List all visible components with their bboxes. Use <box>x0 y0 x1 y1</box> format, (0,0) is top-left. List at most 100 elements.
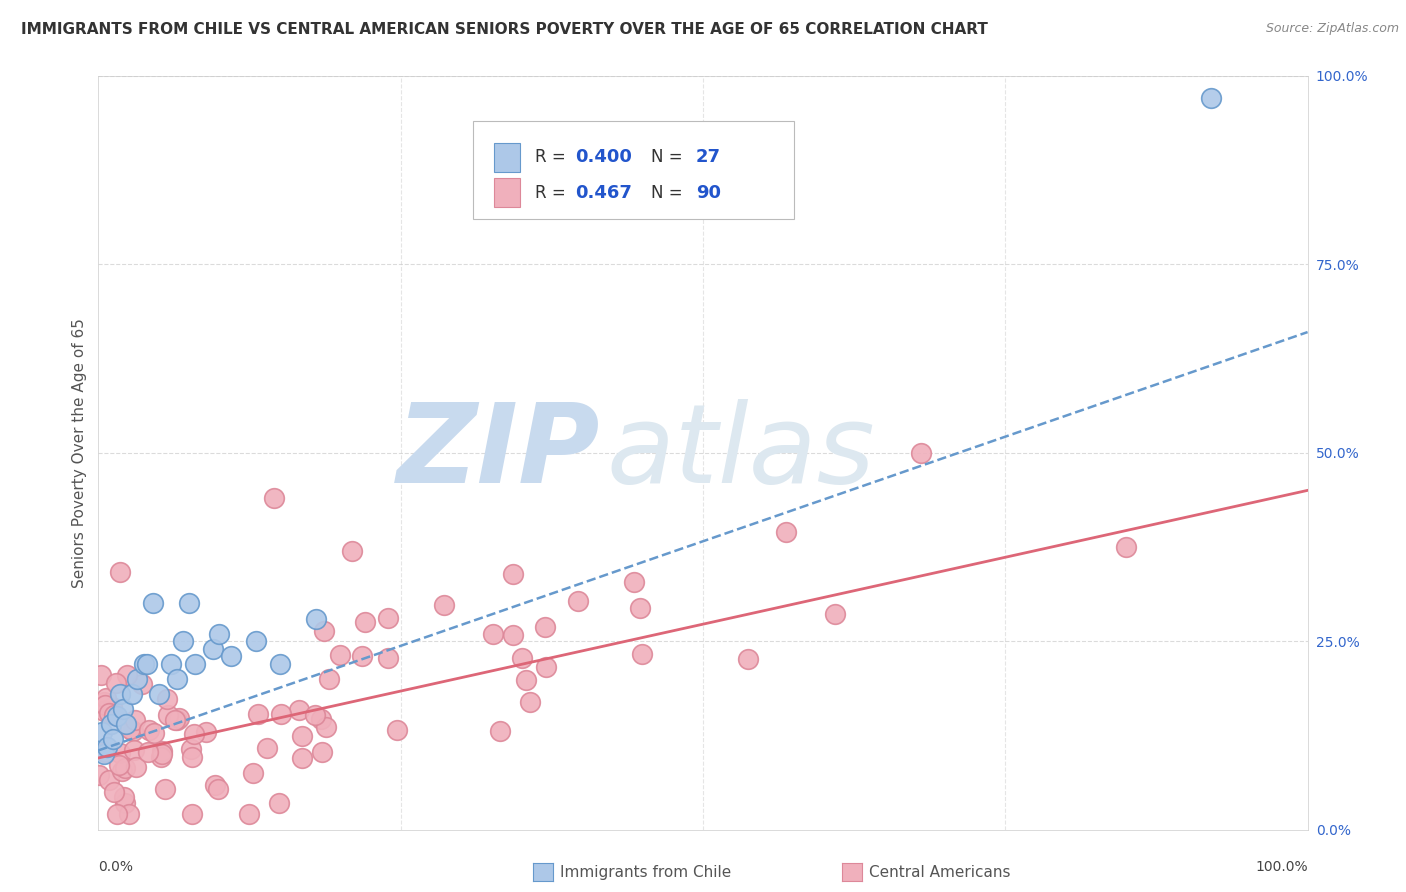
Point <box>148 687 170 701</box>
Point <box>89 668 111 682</box>
Text: 0.400: 0.400 <box>575 148 631 166</box>
Point <box>775 525 797 540</box>
Point <box>519 695 541 709</box>
Point <box>312 624 335 638</box>
Point <box>98 772 121 787</box>
Point <box>166 672 188 686</box>
Point <box>134 657 156 671</box>
Point <box>433 599 456 613</box>
Point <box>125 760 148 774</box>
Point <box>127 672 149 686</box>
Point <box>824 607 846 621</box>
Text: atlas: atlas <box>606 400 875 506</box>
Point <box>167 711 190 725</box>
Point <box>515 673 537 687</box>
Point <box>93 747 115 761</box>
Point <box>184 657 207 671</box>
Point <box>315 720 337 734</box>
Point <box>172 634 194 648</box>
Point <box>94 745 117 759</box>
Point <box>482 626 505 640</box>
Point <box>183 726 205 740</box>
Point <box>238 807 260 822</box>
Point <box>136 745 159 759</box>
Point <box>103 785 125 799</box>
Point <box>94 698 117 712</box>
Point <box>138 723 160 737</box>
Point <box>143 726 166 740</box>
Text: N =: N = <box>651 184 688 202</box>
Point <box>93 695 115 709</box>
Text: ZIP: ZIP <box>396 400 600 506</box>
Point <box>118 723 141 737</box>
Point <box>103 708 125 723</box>
Text: Immigrants from Chile: Immigrants from Chile <box>560 865 731 880</box>
Point <box>305 611 328 625</box>
Point <box>910 445 932 460</box>
Point <box>112 790 135 805</box>
Point <box>267 796 290 810</box>
Point <box>115 717 138 731</box>
Point <box>150 747 173 761</box>
Point <box>156 691 179 706</box>
Text: 100.0%: 100.0% <box>1256 860 1308 873</box>
Point <box>100 717 122 731</box>
Text: 0.0%: 0.0% <box>98 860 134 873</box>
Point <box>628 601 651 615</box>
Point <box>181 807 204 822</box>
Point <box>377 611 399 625</box>
Point <box>181 749 204 764</box>
Point <box>269 657 291 671</box>
Point <box>105 676 128 690</box>
FancyBboxPatch shape <box>494 178 520 207</box>
Point <box>89 768 111 782</box>
Point <box>510 650 533 665</box>
Point <box>153 782 176 797</box>
FancyBboxPatch shape <box>494 143 520 171</box>
Point <box>502 566 524 581</box>
Point <box>221 649 243 664</box>
Point <box>111 764 134 779</box>
Point <box>567 594 589 608</box>
Point <box>101 700 124 714</box>
Point <box>242 765 264 780</box>
Point <box>114 761 136 775</box>
Point <box>149 750 172 764</box>
Point <box>270 706 292 721</box>
Point <box>204 778 226 792</box>
Point <box>121 687 143 701</box>
Point <box>377 651 399 665</box>
Point <box>245 634 267 648</box>
Point <box>107 758 129 772</box>
Point <box>122 724 145 739</box>
Point <box>329 648 352 663</box>
Point <box>202 641 225 656</box>
Point <box>1199 91 1222 105</box>
Point <box>111 702 134 716</box>
FancyBboxPatch shape <box>474 121 793 219</box>
Point <box>630 648 652 662</box>
Text: 90: 90 <box>696 184 721 202</box>
Point <box>387 723 409 737</box>
Point <box>114 796 136 810</box>
Point <box>101 732 124 747</box>
Point <box>117 807 139 822</box>
Point <box>117 668 139 682</box>
Point <box>98 706 121 720</box>
Point <box>737 652 759 666</box>
Y-axis label: Seniors Poverty Over the Age of 65: Seniors Poverty Over the Age of 65 <box>72 318 87 588</box>
Point <box>96 739 118 754</box>
Point <box>110 565 132 579</box>
Point <box>623 575 645 590</box>
Point <box>108 687 131 701</box>
Point <box>534 660 557 674</box>
Point <box>91 724 114 739</box>
Text: R =: R = <box>534 148 571 166</box>
Text: IMMIGRANTS FROM CHILE VS CENTRAL AMERICAN SENIORS POVERTY OVER THE AGE OF 65 COR: IMMIGRANTS FROM CHILE VS CENTRAL AMERICA… <box>21 22 988 37</box>
Point <box>247 706 270 721</box>
Point <box>180 742 202 756</box>
Point <box>93 704 115 718</box>
Point <box>150 744 173 758</box>
Point <box>122 742 145 756</box>
Point <box>309 712 332 726</box>
